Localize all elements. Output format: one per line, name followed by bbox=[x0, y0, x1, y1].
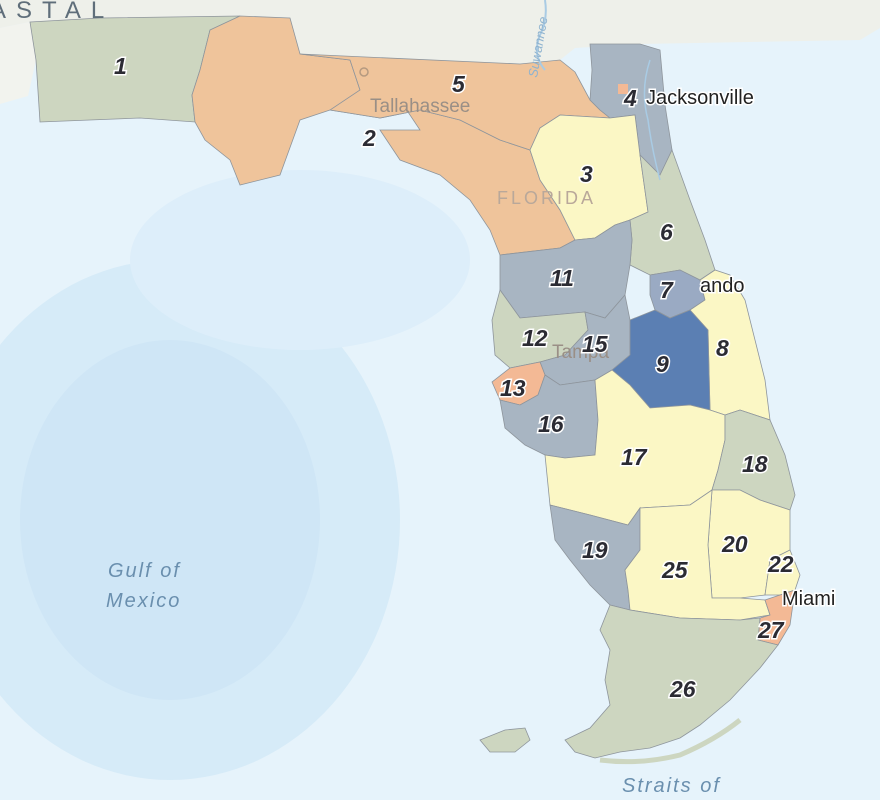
city-tallahassee-label: Tallahassee bbox=[370, 96, 470, 117]
district-label-18: 18 bbox=[742, 451, 768, 477]
district-26-area[interactable] bbox=[564, 604, 779, 759]
land-alabama bbox=[0, 22, 36, 104]
gulf-label-line2: Mexico bbox=[106, 590, 181, 612]
tallahassee-marker bbox=[359, 67, 369, 77]
district-label-1: 1 bbox=[114, 53, 127, 79]
district-label-13: 13 bbox=[500, 375, 526, 401]
florida-keys bbox=[479, 727, 531, 753]
district-label-15: 15 bbox=[582, 331, 609, 357]
district-label-4: 4 bbox=[623, 85, 637, 111]
district-label-6: 6 bbox=[660, 219, 673, 245]
district-label-17: 17 bbox=[621, 444, 648, 470]
district-label-26: 26 bbox=[669, 676, 696, 702]
city-jacksonville-label: Jacksonville bbox=[646, 87, 754, 109]
state-florida-label: FLORIDA bbox=[497, 188, 596, 208]
straits-label: Straits of bbox=[622, 775, 721, 797]
coastal-plain-label: ASTAL bbox=[0, 0, 114, 24]
city-orlando-label: ando bbox=[700, 275, 745, 297]
district-label-9: 9 bbox=[656, 351, 669, 377]
florida-keys-east bbox=[599, 718, 742, 765]
district-label-3: 3 bbox=[580, 161, 593, 187]
gulf-label-line1: Gulf of bbox=[108, 560, 181, 582]
district-label-2: 2 bbox=[362, 125, 376, 151]
district-label-12: 12 bbox=[522, 325, 548, 351]
district-label-19: 19 bbox=[582, 537, 608, 563]
city-tampa-label: Tampa bbox=[552, 342, 609, 363]
suwannee-river bbox=[535, 0, 547, 71]
ocean-shading bbox=[0, 170, 470, 780]
district-label-5: 5 bbox=[452, 71, 466, 97]
district-label-7: 7 bbox=[660, 277, 674, 303]
district-label-8: 8 bbox=[716, 335, 729, 361]
district-label-25: 25 bbox=[661, 557, 689, 583]
st-johns-river bbox=[643, 59, 661, 181]
district-label-22: 22 bbox=[767, 551, 794, 577]
district-label-11: 11 bbox=[550, 265, 574, 291]
district-label-20: 20 bbox=[721, 531, 748, 557]
district-label-16: 16 bbox=[538, 411, 564, 437]
district-label-27: 27 bbox=[757, 617, 785, 643]
city-miami-label: Miami bbox=[782, 588, 835, 610]
district-6-area[interactable] bbox=[629, 148, 716, 281]
jacksonville-marker bbox=[618, 84, 628, 94]
